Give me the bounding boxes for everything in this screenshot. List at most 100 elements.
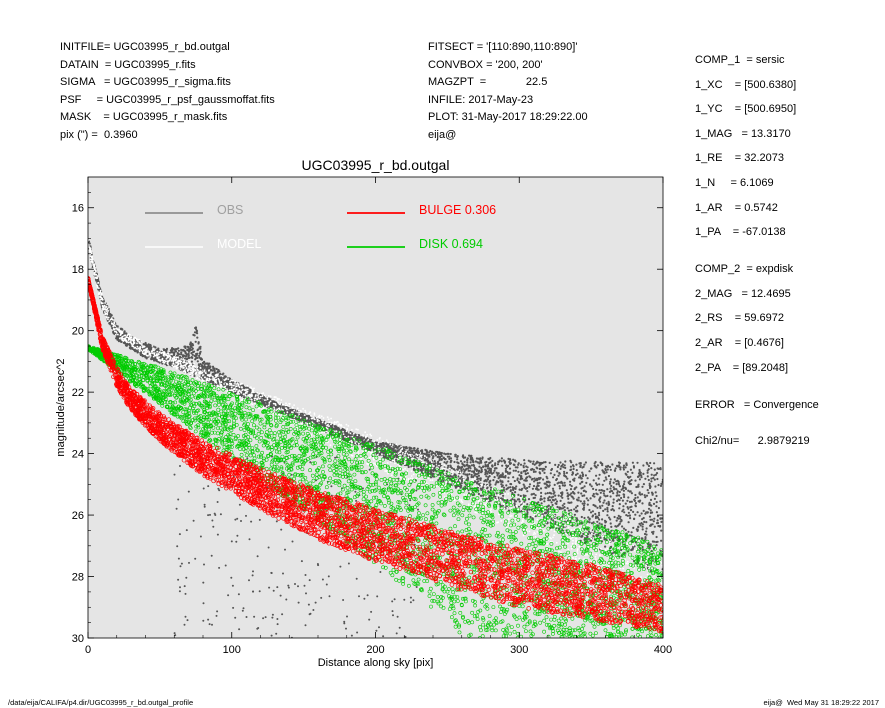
data-point <box>612 509 616 512</box>
data-point <box>652 530 655 533</box>
data-point <box>212 525 215 528</box>
data-point <box>622 466 625 469</box>
data-point <box>523 485 526 488</box>
data-point <box>597 477 600 480</box>
data-point <box>521 487 524 490</box>
data-point <box>452 468 455 471</box>
data-point <box>653 478 656 481</box>
data-point <box>211 519 214 522</box>
data-point <box>256 392 259 394</box>
data-point <box>180 353 183 356</box>
data-point <box>621 487 624 490</box>
data-point <box>178 590 181 593</box>
data-point <box>496 463 500 466</box>
data-point <box>539 472 542 475</box>
data-point <box>660 520 663 524</box>
data-point <box>536 488 539 491</box>
data-point <box>514 460 517 463</box>
data-point <box>580 492 583 495</box>
data-point <box>642 483 646 486</box>
data-point <box>514 487 517 490</box>
data-point <box>536 531 539 533</box>
data-point <box>177 557 180 560</box>
data-point <box>297 585 299 588</box>
data-point <box>641 502 644 505</box>
data-point <box>527 459 530 462</box>
data-point <box>190 352 193 355</box>
data-point <box>407 478 410 481</box>
data-point <box>609 518 612 521</box>
data-point <box>269 395 272 398</box>
data-point <box>560 507 563 510</box>
data-point <box>135 347 138 350</box>
data-point <box>528 485 531 488</box>
data-point <box>377 443 379 446</box>
data-point <box>496 474 499 477</box>
data-point <box>560 465 563 468</box>
data-point <box>382 635 385 638</box>
data-point <box>197 341 200 344</box>
data-point <box>242 607 245 610</box>
data-point <box>566 507 569 510</box>
data-point <box>204 374 207 377</box>
data-point <box>234 616 237 619</box>
data-point <box>590 485 593 488</box>
data-point <box>329 437 332 440</box>
data-point <box>532 496 535 500</box>
data-point <box>488 458 491 461</box>
data-point <box>514 469 518 472</box>
data-point <box>606 465 609 468</box>
data-point <box>366 594 369 597</box>
data-point <box>345 423 348 426</box>
data-point <box>271 613 274 616</box>
data-point <box>602 492 605 495</box>
data-point <box>579 474 582 477</box>
data-point <box>659 484 663 487</box>
component-line: 1_YC = [500.6950] <box>695 103 797 116</box>
data-point <box>379 571 382 573</box>
data-point <box>354 490 357 493</box>
data-point <box>179 565 182 568</box>
data-point <box>323 424 326 427</box>
data-point <box>483 480 486 483</box>
data-point <box>542 467 545 470</box>
data-point <box>433 467 436 470</box>
data-point <box>579 482 582 485</box>
data-point <box>195 329 199 333</box>
data-point <box>361 487 364 490</box>
data-point <box>478 469 481 472</box>
data-point <box>219 372 222 375</box>
data-point <box>550 492 553 495</box>
data-point <box>174 350 178 353</box>
data-point <box>161 357 164 360</box>
data-point <box>415 586 418 588</box>
data-point <box>653 540 656 543</box>
data-point <box>629 475 632 478</box>
data-point <box>245 514 247 517</box>
data-point <box>185 529 188 532</box>
data-point <box>657 483 660 487</box>
data-point <box>573 488 576 491</box>
data-point <box>566 495 570 498</box>
data-point <box>622 527 626 530</box>
data-point <box>586 535 589 539</box>
data-point <box>538 461 541 464</box>
data-point <box>150 347 153 350</box>
data-point <box>499 479 502 482</box>
data-point <box>505 488 508 491</box>
data-point <box>358 595 360 598</box>
data-point <box>107 316 110 319</box>
data-point <box>544 482 547 485</box>
data-point <box>449 459 452 463</box>
data-point <box>285 598 288 601</box>
data-point <box>574 506 578 509</box>
header-parameters-left: INITFILE= UGC03995_r_bd.outgal DATAIN = U… <box>60 39 275 144</box>
data-point <box>645 530 648 533</box>
data-point <box>453 473 456 476</box>
data-point <box>594 556 597 558</box>
data-point <box>506 507 509 509</box>
data-point <box>579 464 582 467</box>
data-point <box>539 467 542 470</box>
data-point <box>184 345 187 348</box>
data-point <box>462 478 465 481</box>
